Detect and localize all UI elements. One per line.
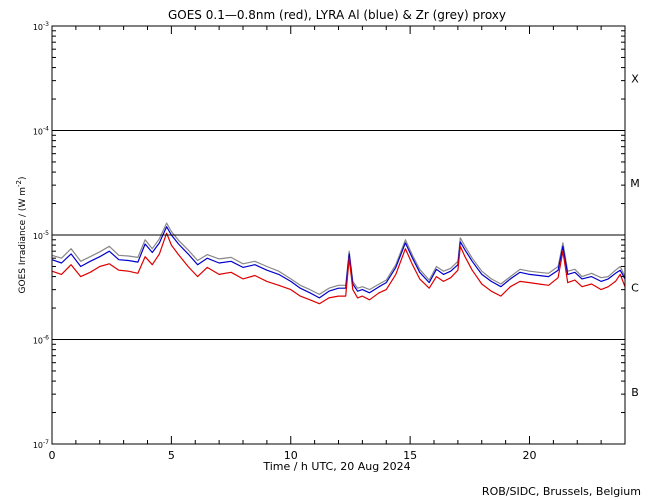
credit-text: ROB/SIDC, Brussels, Belgium <box>482 485 641 498</box>
y-axis-label-main: GOES Irradiance / (W m <box>18 187 28 293</box>
y-tick-label: 10-6 <box>33 335 49 346</box>
x-tick-label: 15 <box>403 449 417 462</box>
y-tick-label: 10-4 <box>33 126 49 137</box>
y-axis-label-close: ) <box>18 177 28 181</box>
flare-class-lines <box>52 130 625 340</box>
series-line-lyra-al <box>51 226 626 299</box>
y-axis-label-exponent: -2 <box>15 180 23 187</box>
series-layer <box>51 222 626 305</box>
y-tick-label: 10-3 <box>33 21 49 32</box>
x-tick-label: 0 <box>49 449 56 462</box>
y-tick-label: 10-5 <box>33 230 49 241</box>
flare-class-label-b: B <box>631 386 639 399</box>
flare-class-label-x: X <box>631 72 639 85</box>
y-tick-label: 10-7 <box>33 439 49 450</box>
y-axis-label: GOES Irradiance / (W m-2) <box>15 177 28 294</box>
x-axis-label: Time / h UTC, 20 Aug 2024 <box>262 460 410 473</box>
series-line-zr <box>51 222 626 295</box>
flare-class-labels: X M C B <box>630 72 640 399</box>
flare-class-label-m: M <box>630 177 640 190</box>
flare-class-label-c: C <box>631 281 639 294</box>
x-tick-label: 10 <box>284 449 298 462</box>
axis-ticks: 0 5 10 15 20 10-7 10-6 10-5 10-4 10-3 <box>33 21 625 462</box>
x-tick-label: 5 <box>168 449 175 462</box>
x-tick-label: 20 <box>523 449 537 462</box>
chart-title: GOES 0.1—0.8nm (red), LYRA Al (blue) & Z… <box>168 8 506 22</box>
series-line-goes-0-1-0-8nm <box>51 232 626 305</box>
